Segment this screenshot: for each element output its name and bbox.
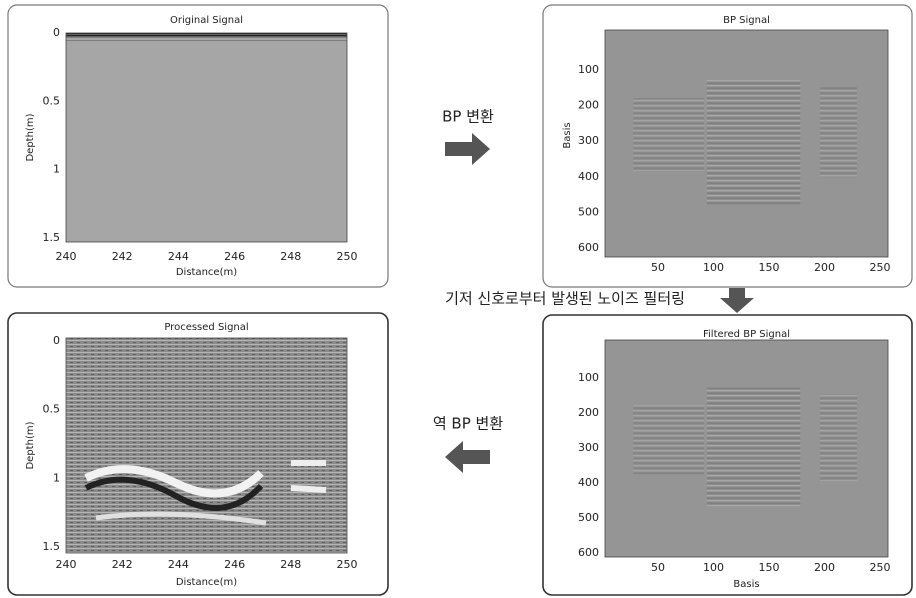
- image-band: [707, 388, 800, 507]
- y-tick-label: 1.5: [43, 540, 61, 553]
- x-axis-label: Distance(m): [176, 267, 237, 278]
- panel-title: Original Signal: [170, 15, 243, 26]
- panel-title: Filtered BP Signal: [703, 329, 790, 340]
- y-tick-label: 600: [578, 241, 599, 254]
- arrow-right: [445, 133, 490, 165]
- y-tick-label: 0: [53, 334, 60, 347]
- x-tick-label: 246: [224, 558, 245, 571]
- y-tick-label: 300: [578, 134, 599, 147]
- x-tick-label: 150: [759, 261, 780, 274]
- arrow-label: BP 변환: [442, 108, 494, 126]
- y-tick-label: 500: [578, 511, 599, 524]
- x-tick-label: 200: [814, 261, 835, 274]
- y-tick-label: 100: [578, 371, 599, 384]
- y-tick-label: 1: [53, 471, 60, 484]
- panel-title: BP Signal: [723, 15, 770, 26]
- image-band: [820, 87, 857, 178]
- y-axis-label: Depth(m): [25, 421, 36, 469]
- y-tick-label: 0.5: [43, 403, 61, 416]
- x-tick-label: 242: [112, 558, 133, 571]
- diagram: BP 변환 기저 신호로부터 발생된 노이즈 필터링 역 BP 변환 Origi…: [0, 0, 916, 598]
- arrow-left: [445, 441, 490, 473]
- image-line: [66, 35, 347, 37]
- image-line: [66, 37, 347, 38]
- y-tick-label: 300: [578, 441, 599, 454]
- panel-title: Processed Signal: [164, 322, 248, 333]
- image-band: [820, 394, 857, 481]
- arrow-down: [720, 288, 754, 313]
- arrow-label: 역 BP 변환: [433, 415, 503, 433]
- arrow-label: 기저 신호로부터 발생된 노이즈 필터링: [445, 290, 685, 308]
- signal-image: [66, 338, 347, 553]
- y-axis-label: Depth(m): [25, 113, 36, 161]
- x-tick-label: 250: [337, 250, 358, 263]
- x-tick-label: 100: [703, 561, 724, 574]
- y-tick-label: 400: [578, 476, 599, 489]
- image-bg: [66, 338, 347, 553]
- y-tick-label: 400: [578, 170, 599, 183]
- image-band: [707, 80, 800, 205]
- image-line: [66, 40, 347, 41]
- image-band: [633, 405, 704, 474]
- x-tick-label: 200: [814, 561, 835, 574]
- x-tick-label: 250: [337, 558, 358, 571]
- signal-image: [605, 30, 888, 257]
- x-tick-label: 240: [56, 250, 77, 263]
- x-tick-label: 50: [651, 561, 665, 574]
- y-tick-label: 200: [578, 99, 599, 112]
- x-tick-label: 248: [280, 250, 301, 263]
- y-tick-label: 500: [578, 205, 599, 218]
- signal-image: [66, 33, 347, 242]
- x-tick-label: 244: [168, 558, 189, 571]
- y-tick-label: 100: [578, 63, 599, 76]
- y-tick-label: 0: [53, 26, 60, 39]
- x-tick-label: 248: [280, 558, 301, 571]
- x-tick-label: 150: [759, 561, 780, 574]
- x-tick-label: 250: [870, 261, 891, 274]
- y-tick-label: 1.5: [43, 231, 61, 244]
- y-tick-label: 200: [578, 406, 599, 419]
- x-tick-label: 100: [703, 261, 724, 274]
- x-axis-label: Basis: [733, 579, 759, 590]
- x-tick-label: 250: [870, 561, 891, 574]
- image-band: [633, 98, 704, 171]
- x-axis-label: Distance(m): [176, 577, 237, 588]
- y-tick-label: 0.5: [43, 94, 61, 107]
- y-tick-label: 600: [578, 546, 599, 559]
- x-tick-label: 246: [224, 250, 245, 263]
- x-tick-label: 242: [112, 250, 133, 263]
- x-tick-label: 244: [168, 250, 189, 263]
- y-tick-label: 1: [53, 163, 60, 176]
- y-axis-label: Basis: [562, 122, 573, 148]
- x-tick-label: 50: [651, 261, 665, 274]
- image-bg: [66, 33, 347, 242]
- x-tick-label: 240: [56, 558, 77, 571]
- signal-image: [605, 340, 888, 557]
